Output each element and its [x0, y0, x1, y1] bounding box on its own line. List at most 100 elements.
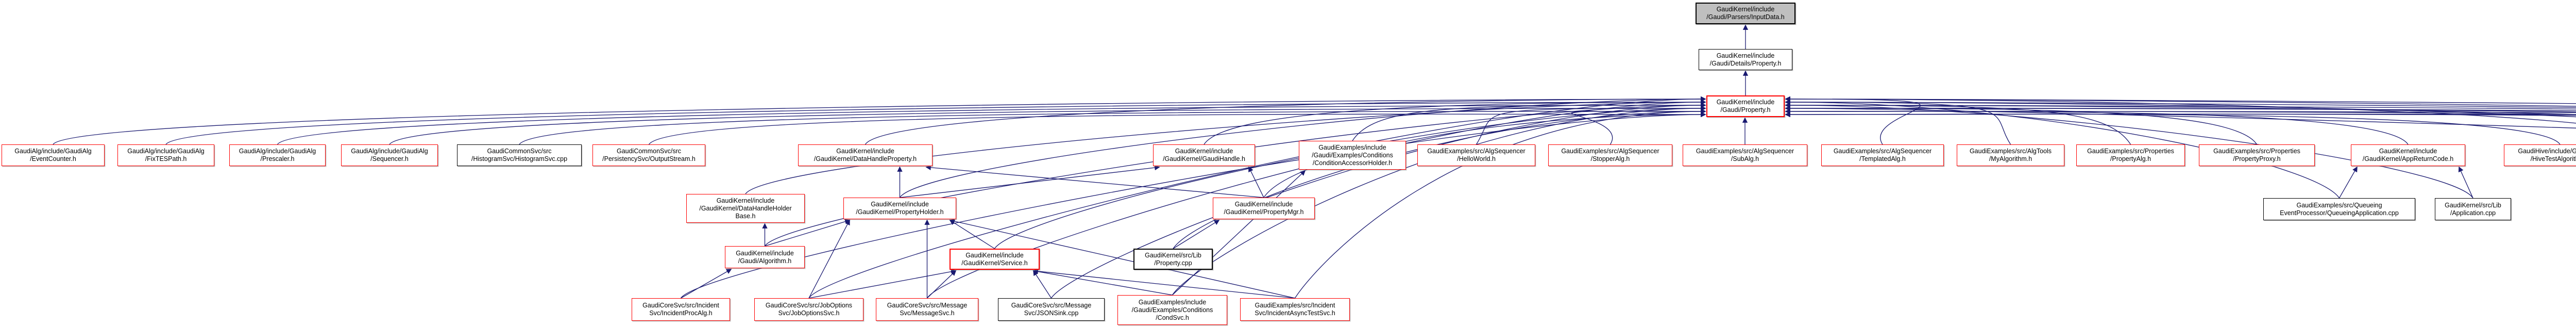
node-label-line: /StopperAlg.h [1590, 155, 1630, 162]
node-label-line: GaudiExamples/src/AlgSequencer [1561, 148, 1659, 155]
node-label-line: GaudiExamples/src/AlgSequencer [1696, 148, 1794, 155]
include-edge-print_algs_sequences_cpp-to-gaudi_property [1785, 102, 2576, 109]
node-label-line: /Gaudi/Examples/Conditions [1312, 151, 1393, 159]
include-edge-json_sink_cpp-to-gaudi_property [1050, 102, 1706, 299]
graph-node-queueing-application-cpp[interactable]: GaudiExamples/src/Queueing EventProcessor… [2263, 198, 2415, 220]
graph-node-templated-alg[interactable]: GaudiExamples/src/AlgSequencer/Templated… [1821, 144, 1944, 166]
include-edge-incident_proc_alg-to-gaudi_property [680, 111, 1706, 299]
include-edge-tag_collection_svc_cpp-to-gaudi_property [1785, 96, 2576, 104]
node-label-line: /Gaudi/Algorithm.h [738, 257, 792, 265]
node-label-line: /GaudiKernel/PropertyMgr.h [1224, 208, 1304, 216]
include-edge-sequencer-to-gaudi_property [389, 105, 1706, 145]
node-label-line: /Gaudi/Examples/Conditions [1131, 306, 1213, 314]
graph-node-job-options-svc[interactable]: GaudiCoreSvc/src/JobOptions Svc/JobOption… [754, 298, 863, 321]
graph-node-incident-proc-alg[interactable]: GaudiCoreSvc/src/Incident Svc/IncidentPro… [632, 298, 730, 321]
graph-node-stopper-alg[interactable]: GaudiExamples/src/AlgSequencer/StopperAl… [1548, 144, 1672, 166]
include-edge-property_holder-to-gaudi_handle [900, 165, 1160, 198]
graph-node-property-proxy[interactable]: GaudiExamples/src/Properties/PropertyPro… [2199, 144, 2315, 166]
include-edge-output_stream-to-gaudi_property [648, 111, 1706, 145]
include-edge-incident_proc_alg-to-algorithm_h [681, 269, 732, 299]
include-edge-condition_accessor_holder-to-gaudi_property [1352, 102, 1706, 141]
node-label-line: GaudiCoreSvc/src/Incident [642, 302, 719, 309]
graph-node-gaudi-property[interactable]: GaudiKernel/include/Gaudi/Property.h [1706, 95, 1785, 117]
graph-node-incident-async-test-svc[interactable]: GaudiExamples/src/Incident Svc/IncidentAs… [1240, 298, 1350, 321]
graph-node-app-return-code[interactable]: GaudiKernel/include/GaudiKernel/AppRetur… [2351, 144, 2465, 166]
graph-node-application-cpp[interactable]: GaudiKernel/src/Lib/Application.cpp [2435, 198, 2511, 220]
node-label-line: /GaudiKernel/AppReturnCode.h [2362, 155, 2454, 162]
node-label-line: GaudiKernel/include [1175, 148, 1233, 155]
node-label-line: /EventCounter.h [30, 155, 76, 162]
graph-node-algorithm-h[interactable]: GaudiKernel/include/Gaudi/Algorithm.h [725, 246, 805, 268]
include-edge-message_svc-to-gaudi_property [926, 99, 1706, 299]
graph-node-output-stream[interactable]: GaudiCommonSvc/src/PersistencySvc/Output… [592, 144, 705, 166]
node-label-line: GaudiExamples/include [1138, 298, 1207, 306]
node-label-line: /CondSvc.h [1156, 314, 1189, 321]
node-label-line: /Gaudi/Property.h [1720, 106, 1771, 113]
graph-node-property-cpp[interactable]: GaudiKernel/src/Lib/Property.cpp [1133, 249, 1213, 270]
include-edge-stopper_alg-to-gaudi_property [1571, 108, 1706, 145]
graph-node-histogram-svc-cpp[interactable]: GaudiCommonSvc/src/HistogramSvc/Histogra… [457, 144, 582, 166]
include-edge-incident_async_test_svc-to-property_holder [949, 218, 1295, 299]
include-edge-job_options_svc-to-gaudi_property [808, 96, 1706, 299]
graph-node-gaudi-handle[interactable]: GaudiKernel/include/GaudiKernel/GaudiHan… [1153, 144, 1255, 166]
node-label-line: /GaudiKernel/PropertyHolder.h [856, 208, 944, 216]
graph-node-data-handle-holder-base[interactable]: GaudiKernel/include/GaudiKernel/DataHand… [686, 194, 805, 223]
node-label-line: /Prescaler.h [260, 155, 295, 162]
node-label-line: /HelloWorld.h [1457, 155, 1496, 162]
include-edge-incident_async_test_svc-to-gaudi_property [1294, 108, 1706, 299]
graph-node-condition-accessor-holder[interactable]: GaudiExamples/include/Gaudi/Examples/Con… [1299, 141, 1406, 170]
node-label-line: /GaudiKernel/DataHandleProperty.h [814, 155, 917, 162]
graph-node-hive-test-algorithm[interactable]: GaudiHive/include/GaudiHive/HiveTestAlgo… [2504, 144, 2576, 166]
node-label-line: /ConditionAccessorHolder.h [1312, 159, 1393, 167]
graph-node-property-holder[interactable]: GaudiKernel/include/GaudiKernel/Property… [843, 198, 956, 219]
node-label-line: Base.h [735, 212, 756, 220]
graph-node-data-handle-property[interactable]: GaudiKernel/include/GaudiKernel/DataHand… [798, 144, 933, 166]
include-edge-ntuple_svc_cpp-to-gaudi_property [1785, 111, 2576, 118]
node-label-line: GaudiExamples/src/Properties [2087, 148, 2174, 155]
node-label-line: /Gaudi/Parsers/InputData.h [1706, 13, 1785, 21]
include-edge-property_proxy-to-gaudi_property [1785, 105, 2258, 145]
node-label-line: /GaudiKernel/GaudiHandle.h [1163, 155, 1245, 162]
include-edge-property_holder-to-gaudi_property [899, 96, 1706, 198]
graph-node-property-mgr[interactable]: GaudiKernel/include/GaudiKernel/Property… [1213, 198, 1315, 219]
node-label-line: EventProcessor/QueueingApplication.cpp [2280, 209, 2399, 217]
node-label-line: GaudiKernel/include [1716, 52, 1775, 59]
node-label-line: /GaudiKernel/DataHandleHolder [699, 204, 792, 212]
graph-node-service-h[interactable]: GaudiKernel/include/GaudiKernel/Service.… [950, 249, 1040, 270]
node-label-line: Svc/MessageSvc.h [900, 309, 955, 317]
include-edge-gaudi_handle-to-gaudi_property [1204, 99, 1706, 145]
include-edge-cond_svc-to-service_h [1032, 269, 1173, 296]
include-edge-application_cpp-to-app_return_code [2458, 166, 2473, 199]
graph-node-event-counter[interactable]: GaudiAlg/include/GaudiAlg/EventCounter.h [2, 144, 105, 166]
node-label-line: /FixTESPath.h [145, 155, 187, 162]
node-label-line: GaudiKernel/include [1234, 201, 1293, 208]
node-label-line: /MyAlgorithm.h [1989, 155, 2032, 162]
node-label-line: GaudiHive/include/GaudiHive [2518, 148, 2576, 155]
node-label-line: GaudiKernel/src/Lib [2445, 201, 2501, 209]
graph-node-fix-tes-path[interactable]: GaudiAlg/include/GaudiAlg/FixTESPath.h [117, 144, 214, 166]
node-label-line: GaudiExamples/src/AlgSequencer [1833, 148, 1932, 155]
graph-node-cond-svc[interactable]: GaudiExamples/include/Gaudi/Examples/Con… [1117, 295, 1227, 325]
node-label-line: GaudiAlg/include/GaudiAlg [239, 148, 316, 155]
node-label-line: GaudiExamples/src/Properties [2213, 148, 2300, 155]
node-label-line: GaudiKernel/include [736, 249, 794, 257]
node-label-line: GaudiExamples/src/Queueing [2296, 201, 2382, 209]
graph-node-my-algorithm[interactable]: GaudiExamples/src/AlgTools/MyAlgorithm.h [1957, 144, 2064, 166]
graph-node-hello-world[interactable]: GaudiExamples/src/AlgSequencer/HelloWorl… [1417, 144, 1535, 166]
include-edge-property_cpp-to-property_mgr [1173, 220, 1220, 249]
graph-node-details-property[interactable]: GaudiKernel/include/Gaudi/Details/Proper… [1699, 49, 1792, 70]
include-edge-fix_tes_path-to-gaudi_property [165, 99, 1706, 145]
node-label-line: GaudiKernel/include [965, 251, 1024, 259]
graph-node-property-alg[interactable]: GaudiExamples/src/Properties/PropertyAlg… [2076, 144, 2185, 166]
graph-node-sub-alg[interactable]: GaudiExamples/src/AlgSequencer/SubAlg.h [1683, 144, 1807, 166]
graph-node-json-sink-cpp[interactable]: GaudiCoreSvc/src/Message Svc/JSONSink.cpp [998, 298, 1105, 321]
graph-node-message-svc[interactable]: GaudiCoreSvc/src/Message Svc/MessageSvc.h [876, 298, 978, 321]
include-edge-cond_svc-to-condition_accessor_holder [1172, 170, 1306, 296]
graph-node-prescaler[interactable]: GaudiAlg/include/GaudiAlg/Prescaler.h [229, 144, 326, 166]
node-label-line: GaudiExamples/src/AlgTools [1969, 148, 2052, 155]
node-label-line: GaudiKernel/include [1716, 99, 1775, 106]
graph-node-sequencer[interactable]: GaudiAlg/include/GaudiAlg/Sequencer.h [341, 144, 438, 166]
node-label-line: /PropertyProxy.h [2233, 155, 2281, 162]
node-label-line: GaudiKernel/include [716, 197, 775, 204]
